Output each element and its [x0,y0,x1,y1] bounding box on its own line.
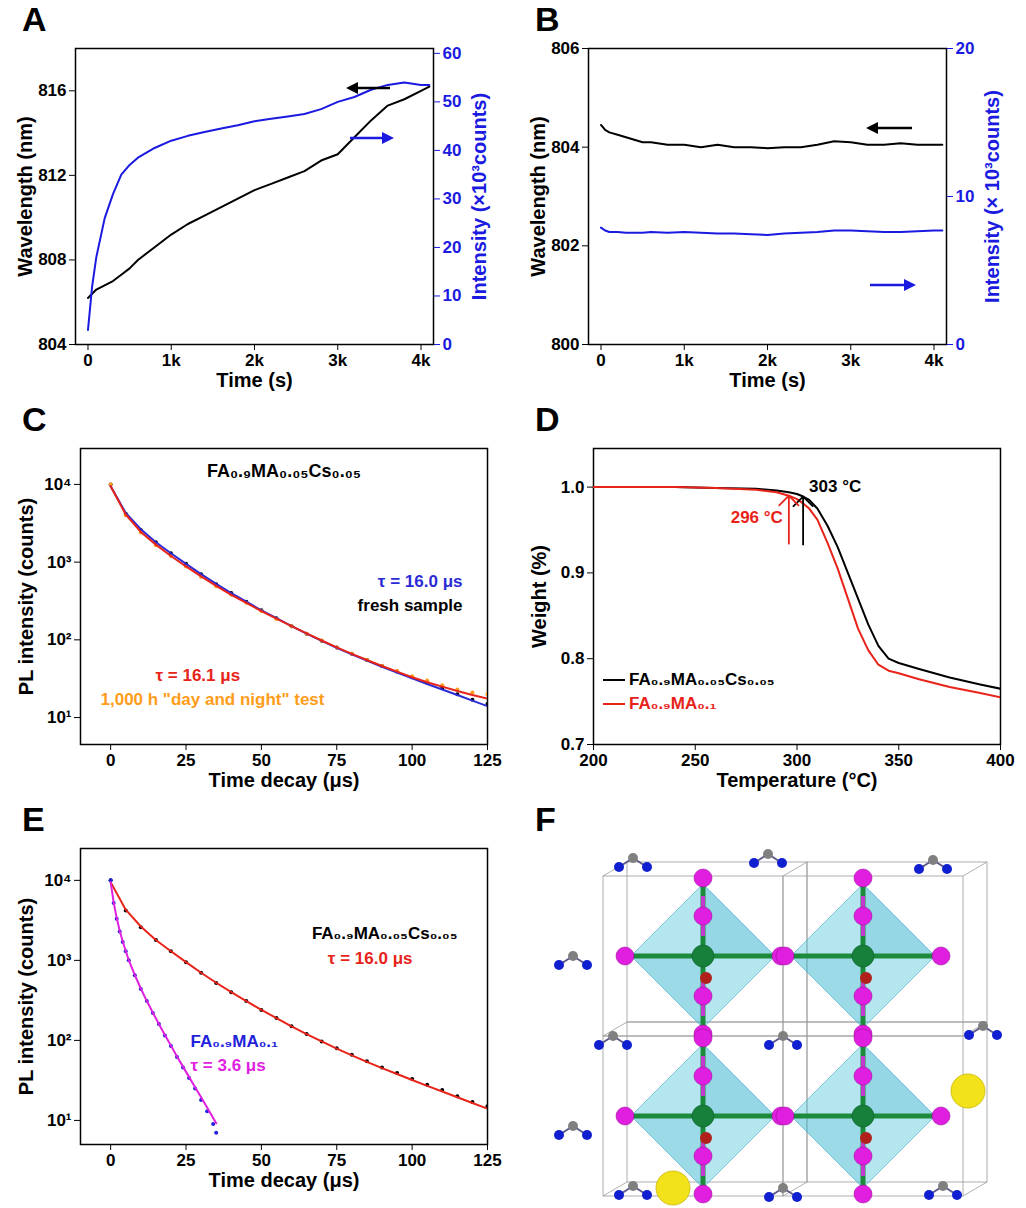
svg-text:Time (s): Time (s) [729,369,805,391]
html-text:E: E [22,800,45,838]
svg-text:Intensity (× 10³counts): Intensity (× 10³counts) [981,90,1003,303]
svg-text:τ = 16.1 μs: τ = 16.1 μs [156,666,241,685]
svg-text:100: 100 [398,751,426,770]
svg-text:3k: 3k [328,351,347,370]
svg-text:250: 250 [681,751,709,770]
svg-text:812: 812 [38,166,66,185]
svg-text:816: 816 [38,81,66,100]
svg-text:303 °C: 303 °C [809,477,861,496]
svg-text:75: 75 [327,1151,346,1170]
svg-text:0: 0 [106,751,115,770]
html-text:F: F [535,800,556,838]
svg-text:fresh sample: fresh sample [358,596,463,615]
svg-text:10²: 10² [47,630,72,649]
svg-text:10⁴: 10⁴ [44,475,71,494]
svg-text:Wavelength (nm): Wavelength (nm) [527,116,549,276]
svg-text:800: 800 [551,335,579,354]
svg-text:10³: 10³ [47,951,72,970]
svg-text:50: 50 [443,92,462,111]
svg-text:0: 0 [956,335,965,354]
svg-text:1k: 1k [162,351,181,370]
svg-text:2k: 2k [758,351,777,370]
svg-text:802: 802 [551,236,579,255]
html-text:B: B [535,0,560,38]
svg-text:1k: 1k [675,351,694,370]
html-text:FA₀.₉MA₀.₀₅Cs₀.₀₅: FA₀.₉MA₀.₀₅Cs₀.₀₅ [629,670,775,689]
svg-text:2k: 2k [245,351,264,370]
svg-text:FA₀.₉MA₀.₀₅Cs₀.₀₅: FA₀.₉MA₀.₀₅Cs₀.₀₅ [312,924,458,943]
svg-text:τ = 16.0 μs: τ = 16.0 μs [378,572,463,591]
html-text:D: D [535,400,560,438]
svg-text:0.8: 0.8 [561,649,585,668]
svg-text:75: 75 [327,751,346,770]
svg-text:350: 350 [885,751,913,770]
svg-text:125: 125 [473,1151,501,1170]
svg-text:804: 804 [38,335,67,354]
svg-text:25: 25 [177,1151,196,1170]
svg-text:125: 125 [473,751,501,770]
svg-text:804: 804 [551,138,580,157]
html-text:C: C [22,400,47,438]
svg-text:0.9: 0.9 [561,563,585,582]
svg-text:10³: 10³ [47,553,72,572]
svg-text:200: 200 [579,751,607,770]
svg-text:40: 40 [443,141,462,160]
svg-text:1.0: 1.0 [561,478,585,497]
svg-text:50: 50 [252,1151,271,1170]
svg-text:300: 300 [783,751,811,770]
svg-text:296 °C: 296 °C [731,508,783,527]
svg-text:Time (s): Time (s) [216,369,292,391]
svg-text:Time decay (μs): Time decay (μs) [209,1169,360,1191]
svg-text:30: 30 [443,189,462,208]
svg-text:25: 25 [177,751,196,770]
svg-text:400: 400 [986,751,1014,770]
svg-text:0: 0 [106,1151,115,1170]
svg-text:PL intensity (counts): PL intensity (counts) [15,498,37,695]
html-text:A: A [22,0,47,38]
svg-text:10¹: 10¹ [47,1111,72,1130]
svg-text:FA₀.₉MA₀.₁: FA₀.₉MA₀.₁ [191,1032,279,1051]
svg-text:4k: 4k [412,351,431,370]
svg-text:τ = 3.6 μs: τ = 3.6 μs [191,1056,266,1075]
svg-text:100: 100 [398,1151,426,1170]
svg-text:Temperature (°C): Temperature (°C) [717,769,878,791]
svg-text:Time decay (μs): Time decay (μs) [209,769,360,791]
svg-text:50: 50 [252,751,271,770]
svg-text:4k: 4k [925,351,944,370]
svg-text:20: 20 [956,39,975,58]
svg-text:10²: 10² [47,1031,72,1050]
svg-text:20: 20 [443,238,462,257]
svg-text:10: 10 [443,286,462,305]
svg-text:806: 806 [551,39,579,58]
svg-text:Wavelength (nm): Wavelength (nm) [14,116,36,276]
svg-text:0.7: 0.7 [560,734,585,754]
svg-text:0: 0 [443,335,452,354]
svg-text:60: 60 [443,44,462,63]
svg-text:PL intensity (counts): PL intensity (counts) [15,898,37,1095]
svg-text:1,000 h "day and night" test: 1,000 h "day and night" test [101,690,325,709]
svg-text:τ = 16.0 μs: τ = 16.0 μs [328,949,413,968]
svg-text:Intensity (×10³counts): Intensity (×10³counts) [468,93,490,300]
svg-text:Weight (%): Weight (%) [528,545,550,648]
svg-text:10¹: 10¹ [47,708,72,727]
svg-text:0: 0 [83,351,92,370]
svg-text:3k: 3k [841,351,860,370]
svg-text:808: 808 [38,250,66,269]
svg-text:FA₀.₉MA₀.₀₅Cs₀.₀₅: FA₀.₉MA₀.₀₅Cs₀.₀₅ [207,461,361,481]
svg-text:10⁴: 10⁴ [44,871,71,890]
svg-text:10: 10 [956,187,975,206]
html-text:FA₀.₉MA₀.₁: FA₀.₉MA₀.₁ [629,694,717,713]
svg-text:0: 0 [596,351,605,370]
